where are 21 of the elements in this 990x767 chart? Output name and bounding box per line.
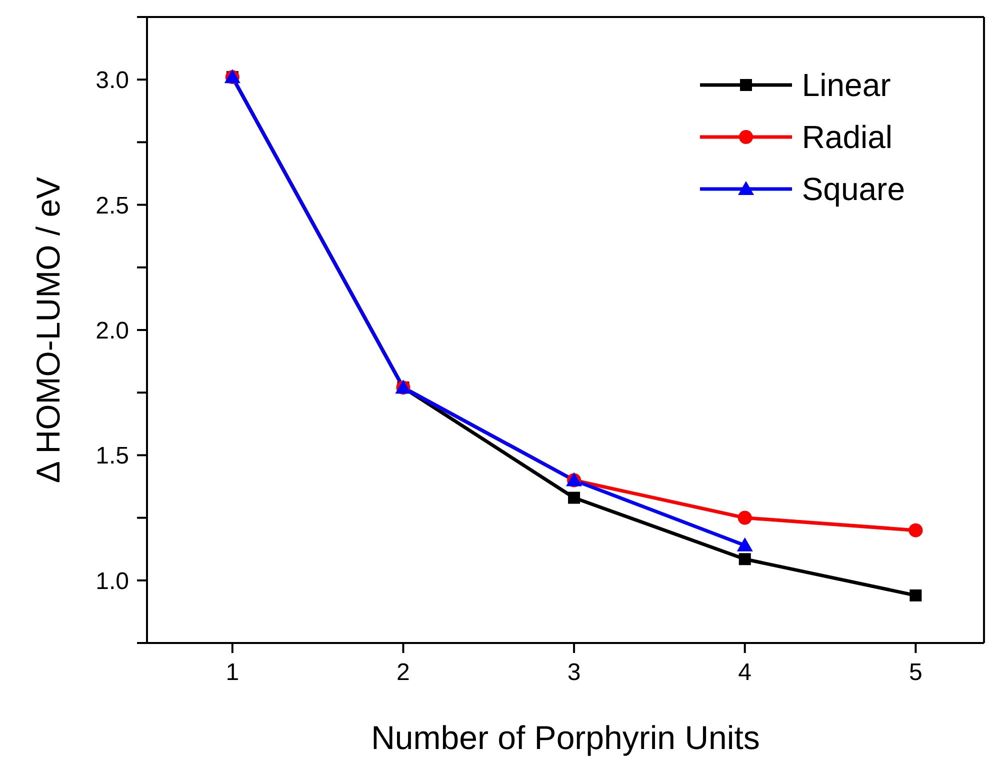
x-tick-label: 1 [226, 659, 240, 686]
point [738, 553, 751, 566]
x-tick-label: 4 [738, 659, 752, 686]
y-tick-label: 1.0 [96, 568, 129, 595]
legend-label: Linear [802, 66, 891, 104]
x-tick-label: 2 [396, 659, 410, 686]
legend-label: Radial [802, 118, 893, 156]
y-tick-label: 3.0 [96, 67, 129, 94]
y-axis-title: Δ HOMO-LUMO / eV [30, 176, 67, 484]
point [910, 589, 922, 602]
y-tick-label: 2.0 [96, 318, 129, 345]
point [738, 510, 752, 525]
y-tick-label: 2.5 [96, 192, 129, 220]
x-axis-title: Number of Porphyrin Units [371, 719, 760, 756]
point [908, 523, 923, 538]
point [736, 537, 753, 552]
point [568, 492, 580, 504]
x-tick-label: 3 [567, 659, 581, 686]
legend-label: Square [802, 170, 905, 208]
y-tick-label: 1.5 [96, 442, 129, 470]
x-tick-label: 5 [908, 659, 922, 686]
